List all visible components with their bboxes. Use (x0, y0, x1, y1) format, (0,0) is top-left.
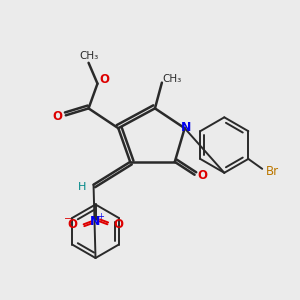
Text: N: N (90, 215, 101, 228)
Text: +: + (97, 212, 104, 221)
Text: CH₃: CH₃ (79, 51, 98, 61)
Text: N: N (181, 121, 191, 134)
Text: −: − (64, 214, 72, 224)
Text: O: O (197, 169, 208, 182)
Text: H: H (77, 182, 86, 192)
Text: Br: Br (266, 165, 279, 178)
Text: O: O (99, 73, 110, 86)
Text: CH₃: CH₃ (162, 74, 182, 84)
Text: O: O (113, 218, 123, 231)
Text: O: O (68, 218, 78, 231)
Text: O: O (53, 110, 63, 123)
